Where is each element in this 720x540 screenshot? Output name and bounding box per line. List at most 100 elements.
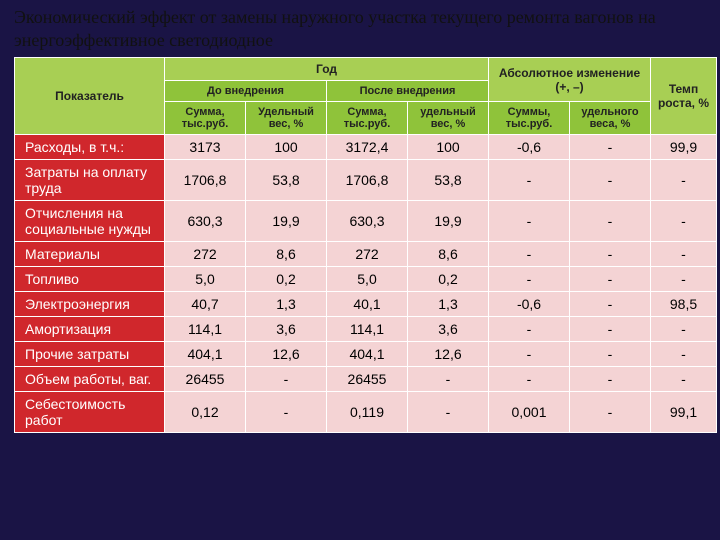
col-weight-after: удельный вес, % <box>408 102 489 135</box>
value-cell: 0,12 <box>165 392 246 433</box>
table-row: Амортизация114,13,6114,13,6--- <box>15 317 717 342</box>
value-cell: - <box>489 201 570 242</box>
value-cell: 99,1 <box>651 392 717 433</box>
value-cell: 99,9 <box>651 135 717 160</box>
table-row: Топливо5,00,25,00,2--- <box>15 267 717 292</box>
col-sums-change: Суммы, тыс.руб. <box>489 102 570 135</box>
value-cell: 12,6 <box>246 342 327 367</box>
col-growth: Темп роста, % <box>651 58 717 135</box>
value-cell: 630,3 <box>327 201 408 242</box>
value-cell: - <box>408 367 489 392</box>
indicator-cell: Прочие затраты <box>15 342 165 367</box>
col-year: Год <box>165 58 489 81</box>
value-cell: 19,9 <box>246 201 327 242</box>
table-row: Прочие затраты404,112,6404,112,6--- <box>15 342 717 367</box>
value-cell: 272 <box>327 242 408 267</box>
value-cell: 8,6 <box>246 242 327 267</box>
value-cell: 40,1 <box>327 292 408 317</box>
value-cell: - <box>570 160 651 201</box>
col-weight-change: удельного веса, % <box>570 102 651 135</box>
value-cell: 26455 <box>165 367 246 392</box>
value-cell: 40,7 <box>165 292 246 317</box>
value-cell: 3,6 <box>408 317 489 342</box>
indicator-cell: Объем работы, ваг. <box>15 367 165 392</box>
value-cell: 3173 <box>165 135 246 160</box>
value-cell: 5,0 <box>165 267 246 292</box>
table-row: Расходы, в т.ч.:31731003172,4100-0,6-99,… <box>15 135 717 160</box>
indicator-cell: Амортизация <box>15 317 165 342</box>
indicator-cell: Расходы, в т.ч.: <box>15 135 165 160</box>
value-cell: 53,8 <box>408 160 489 201</box>
value-cell: 0,2 <box>408 267 489 292</box>
value-cell: - <box>570 317 651 342</box>
value-cell: 404,1 <box>327 342 408 367</box>
value-cell: - <box>570 392 651 433</box>
value-cell: 19,9 <box>408 201 489 242</box>
table-row: Затраты на оплату труда1706,853,81706,85… <box>15 160 717 201</box>
indicator-cell: Затраты на оплату труда <box>15 160 165 201</box>
table-header: Показатель Год Абсолютное изменение (+, … <box>15 58 717 135</box>
value-cell: - <box>489 267 570 292</box>
value-cell: - <box>489 160 570 201</box>
table-body: Расходы, в т.ч.:31731003172,4100-0,6-99,… <box>15 135 717 433</box>
col-sum-before: Сумма, тыс.руб. <box>165 102 246 135</box>
value-cell: 100 <box>246 135 327 160</box>
value-cell: 3,6 <box>246 317 327 342</box>
value-cell: - <box>651 317 717 342</box>
indicator-cell: Материалы <box>15 242 165 267</box>
value-cell: - <box>489 242 570 267</box>
col-abs-change: Абсолютное изменение (+, –) <box>489 58 651 102</box>
value-cell: 53,8 <box>246 160 327 201</box>
value-cell: 1,3 <box>246 292 327 317</box>
value-cell: 0,2 <box>246 267 327 292</box>
value-cell: - <box>570 367 651 392</box>
value-cell: - <box>570 292 651 317</box>
table-row: Объем работы, ваг.26455-26455---- <box>15 367 717 392</box>
value-cell: 12,6 <box>408 342 489 367</box>
col-sum-after: Сумма, тыс.руб. <box>327 102 408 135</box>
value-cell: 100 <box>408 135 489 160</box>
value-cell: - <box>489 367 570 392</box>
value-cell: - <box>570 201 651 242</box>
value-cell: 272 <box>165 242 246 267</box>
value-cell: 26455 <box>327 367 408 392</box>
value-cell: - <box>651 367 717 392</box>
value-cell: - <box>408 392 489 433</box>
value-cell: - <box>570 135 651 160</box>
table-row: Отчисления на социальные нужды630,319,96… <box>15 201 717 242</box>
value-cell: 1706,8 <box>165 160 246 201</box>
value-cell: - <box>489 317 570 342</box>
value-cell: -0,6 <box>489 135 570 160</box>
value-cell: 3172,4 <box>327 135 408 160</box>
value-cell: - <box>489 342 570 367</box>
value-cell: 8,6 <box>408 242 489 267</box>
value-cell: 5,0 <box>327 267 408 292</box>
value-cell: - <box>246 367 327 392</box>
value-cell: - <box>651 267 717 292</box>
value-cell: - <box>570 342 651 367</box>
table-row: Себестоимость работ0,12-0,119-0,001-99,1 <box>15 392 717 433</box>
value-cell: 1706,8 <box>327 160 408 201</box>
value-cell: 1,3 <box>408 292 489 317</box>
value-cell: - <box>651 160 717 201</box>
value-cell: - <box>651 201 717 242</box>
col-after: После внедрения <box>327 81 489 102</box>
value-cell: - <box>570 267 651 292</box>
value-cell: 0,119 <box>327 392 408 433</box>
indicator-cell: Топливо <box>15 267 165 292</box>
value-cell: -0,6 <box>489 292 570 317</box>
value-cell: 114,1 <box>165 317 246 342</box>
indicator-cell: Электроэнергия <box>15 292 165 317</box>
value-cell: 98,5 <box>651 292 717 317</box>
slide-title: Экономический эффект от замены наружного… <box>14 6 706 51</box>
value-cell: - <box>651 342 717 367</box>
value-cell: - <box>651 242 717 267</box>
value-cell: 0,001 <box>489 392 570 433</box>
value-cell: 630,3 <box>165 201 246 242</box>
slide: Экономический эффект от замены наружного… <box>0 0 720 540</box>
indicator-cell: Отчисления на социальные нужды <box>15 201 165 242</box>
col-indicator: Показатель <box>15 58 165 135</box>
col-before: До внедрения <box>165 81 327 102</box>
value-cell: 114,1 <box>327 317 408 342</box>
table-row: Материалы2728,62728,6--- <box>15 242 717 267</box>
